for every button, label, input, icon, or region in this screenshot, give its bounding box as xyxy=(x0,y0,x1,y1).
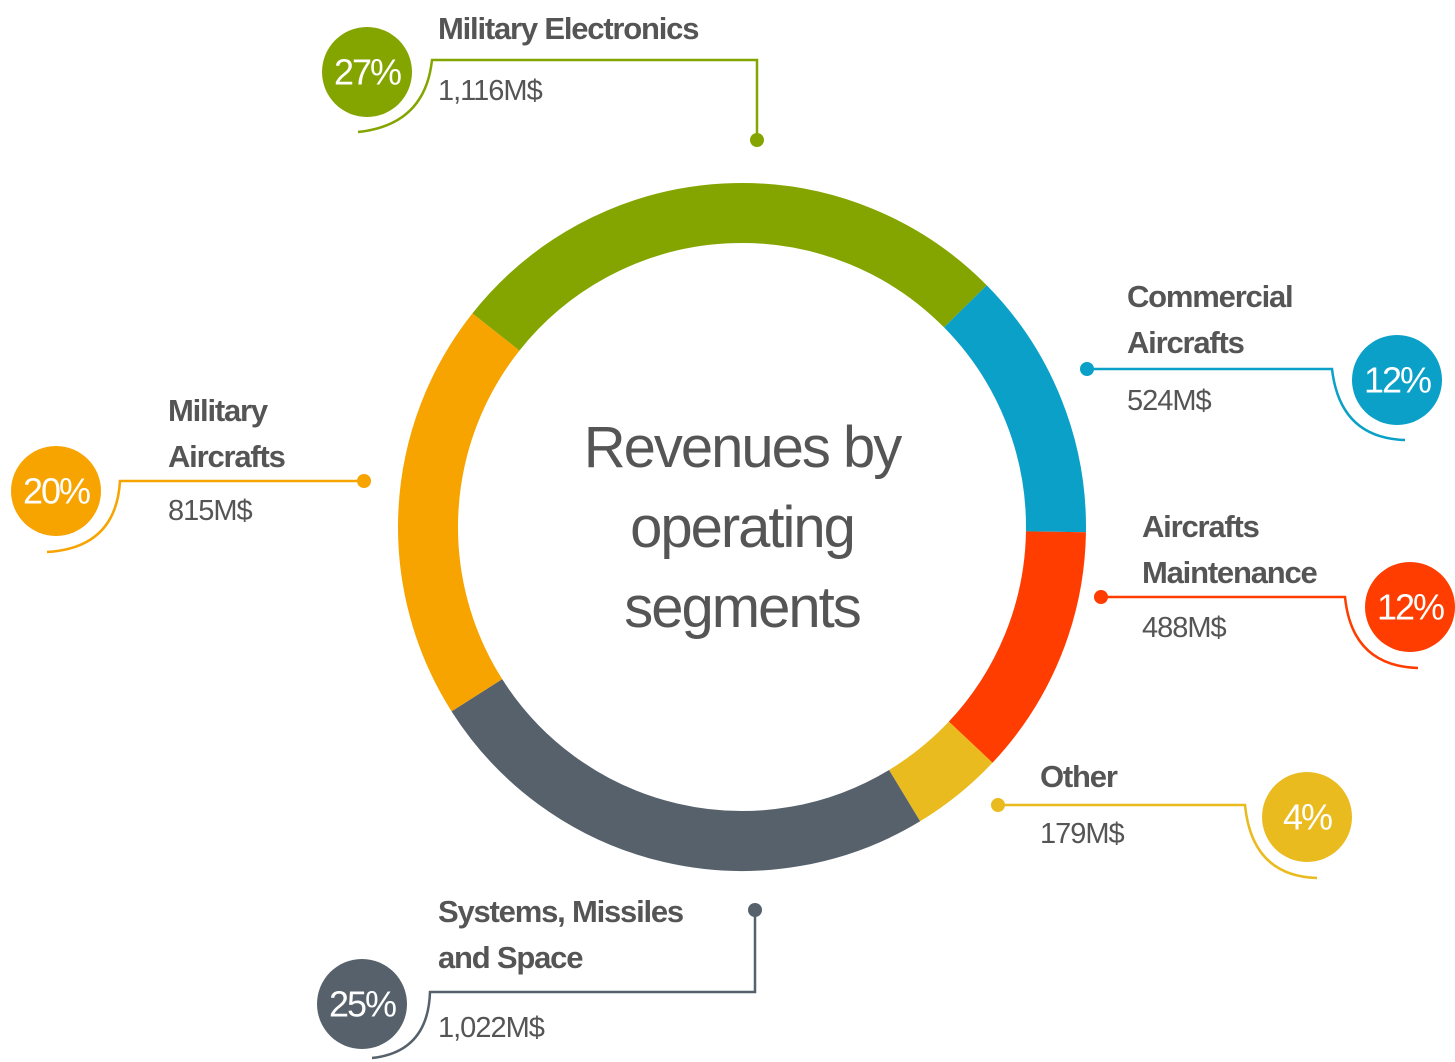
percent-badge xyxy=(1365,562,1455,652)
chart-title: Revenues by operating segments xyxy=(583,415,903,640)
percent-label: 20% xyxy=(23,471,90,512)
donut-segment xyxy=(943,285,1086,533)
segment-name: Commercial Aircrafts xyxy=(1127,279,1294,360)
percent-label: 12% xyxy=(1377,587,1444,628)
amount-label: 1,022M$ xyxy=(438,1012,545,1044)
leader-line xyxy=(998,803,1318,880)
donut-segment xyxy=(888,721,993,822)
leader-line xyxy=(46,479,364,554)
leader-line xyxy=(1101,595,1419,670)
percent-label: 12% xyxy=(1364,360,1431,401)
amount-label: 1,116M$ xyxy=(438,75,543,107)
leader-line xyxy=(371,910,757,1060)
percent-badge xyxy=(1262,772,1352,862)
leader-dot xyxy=(1094,590,1108,604)
leader-dot xyxy=(991,798,1005,812)
leader-dot xyxy=(748,903,762,917)
segment-name: Systems, Missiles and Space xyxy=(438,894,684,975)
segment-name: Aircrafts Maintenance xyxy=(1142,509,1318,590)
leader-dot xyxy=(1080,362,1094,376)
percent-label: 25% xyxy=(329,984,396,1025)
leader-line xyxy=(357,58,759,140)
segment-name: Other xyxy=(1040,759,1118,794)
amount-label: 524M$ xyxy=(1127,385,1212,417)
percent-label: 27% xyxy=(334,52,401,93)
percent-badge xyxy=(322,27,412,117)
percent-badge xyxy=(317,959,407,1049)
percent-label: 4% xyxy=(1283,797,1332,838)
segment-name: Military Electronics xyxy=(438,11,699,46)
percent-badge xyxy=(11,446,101,536)
leader-line xyxy=(1087,367,1406,442)
amount-label: 815M$ xyxy=(168,495,253,527)
segment-name: Military Aircrafts xyxy=(168,393,286,474)
donut-segment xyxy=(948,530,1086,763)
donut-segment xyxy=(451,678,921,871)
amount-label: 179M$ xyxy=(1040,818,1125,850)
amount-label: 488M$ xyxy=(1142,612,1227,644)
donut-segment xyxy=(398,313,520,712)
leader-dot xyxy=(357,474,371,488)
donut-segment xyxy=(472,183,987,351)
leader-dot xyxy=(750,133,764,147)
percent-badge xyxy=(1352,335,1442,425)
